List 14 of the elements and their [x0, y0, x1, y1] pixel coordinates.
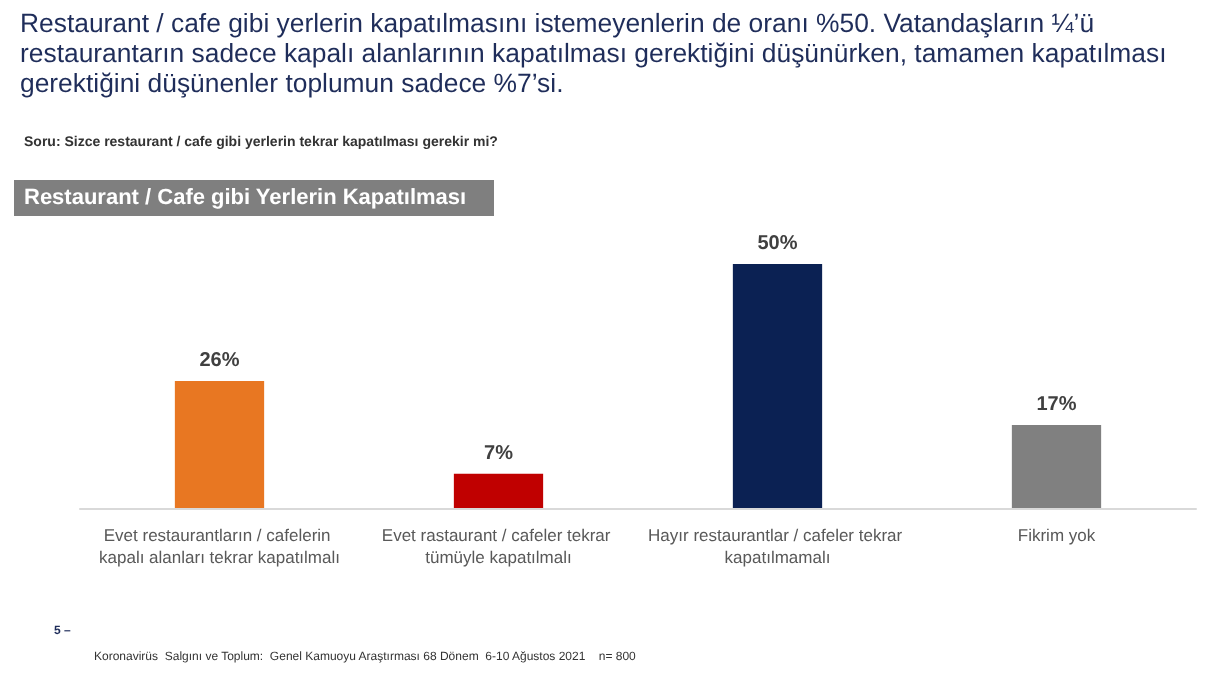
- chart-title: Restaurant / cafe gibi yerlerin kapatılmasını istemeyenlerin de oranı %50. Vatandaşların ¼’ü restaurantarın sadece kapalı alanlarının kapatılması gerektiğini düşünürken, tamamen kapatılması gerektiğini düşünenler toplumun sadece %7’si.: [20, 8, 1169, 98]
- data-label: 17%: [1036, 394, 1077, 417]
- data-label: 7%: [484, 442, 514, 465]
- data-label: 50%: [757, 233, 798, 255]
- bar: [453, 473, 544, 508]
- text: Restaurant / Cafe gibi Yerlerin Kapatılması: [14, 180, 494, 216]
- bar: [732, 264, 823, 508]
- x-tick-label: Hayır restaurantlar / cafeler tekrar kapatılmamalı: [648, 525, 907, 567]
- data-label: 26%: [199, 350, 240, 373]
- bar: [174, 381, 265, 508]
- x-tick-label: Fikrim yok: [1017, 525, 1097, 545]
- x-tick-label: Evet rastaurant / cafeler tekrar tümüyle kapatılmalı: [381, 525, 616, 567]
- x-tick-label: Evet restaurantların / cafelerin kapalı alanları tekrar kapatılmalı: [99, 525, 340, 567]
- bar: [1011, 425, 1102, 508]
